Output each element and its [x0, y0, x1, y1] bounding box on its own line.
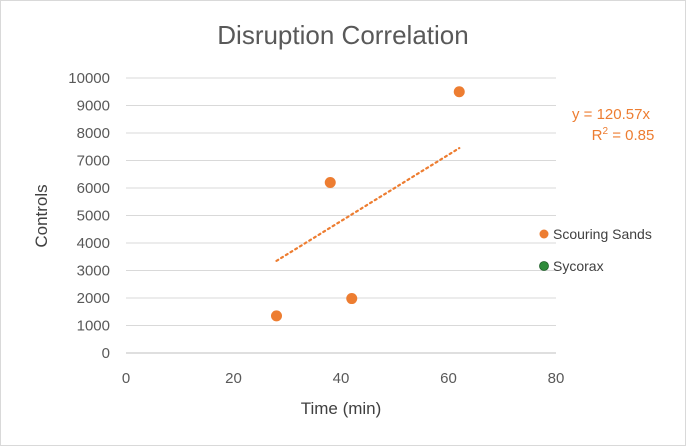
y-tick-5000: 5000: [77, 208, 110, 225]
legend-marker-scouring-sands: [539, 229, 549, 239]
legend-label-sycorax: Sycorax: [553, 258, 604, 274]
y-tick-4000: 4000: [77, 235, 110, 252]
x-tick-labels: 0 20 40 60 80: [122, 370, 565, 387]
trendline-r-squared: R2 = 0.85: [592, 126, 655, 144]
trendline-layer: [275, 147, 461, 262]
data-point-scouring-sands-2: [324, 177, 336, 188]
y-tick-7000: 7000: [77, 153, 110, 170]
x-tick-40: 40: [333, 370, 350, 387]
y-tick-9000: 9000: [77, 98, 110, 115]
x-tick-80: 80: [548, 370, 565, 387]
y-tick-0: 0: [102, 345, 110, 362]
x-tick-60: 60: [440, 370, 457, 387]
data-point-scouring-sands-3: [346, 293, 358, 305]
x-axis-label: Time (min): [301, 399, 382, 418]
legend-marker-sycorax: [539, 261, 549, 271]
y-tick-2000: 2000: [77, 290, 110, 307]
chart-title: Disruption Correlation: [217, 20, 468, 50]
legend-label-scouring-sands: Scouring Sands: [553, 226, 652, 242]
data-point-scouring-sands-1: [271, 310, 282, 322]
x-tick-20: 20: [225, 370, 242, 387]
trendline: [275, 147, 461, 262]
r-squared-value: = 0.85: [608, 127, 654, 144]
trendline-equation-label: y = 120.57x R2 = 0.85: [572, 106, 654, 144]
y-tick-1000: 1000: [77, 318, 110, 335]
y-tick-labels: 0 1000 2000 3000 4000 5000 6000 7000 8000 9000 100…: [68, 70, 110, 362]
y-tick-8000: 8000: [77, 125, 110, 142]
y-tick-10000: 10000: [68, 70, 110, 87]
legend: Scouring Sands Sycorax: [539, 226, 652, 274]
y-tick-6000: 6000: [77, 180, 110, 197]
data-point-scouring-sands-4: [453, 86, 465, 98]
trendline-equation: y = 120.57x: [572, 106, 650, 123]
x-tick-0: 0: [122, 370, 130, 387]
data-points: [271, 86, 465, 322]
r-squared-superscript: 2: [602, 126, 608, 137]
y-axis-label: Controls: [32, 184, 51, 247]
gridlines: [126, 77, 556, 354]
y-tick-3000: 3000: [77, 263, 110, 280]
r-squared-symbol: R: [592, 127, 603, 144]
